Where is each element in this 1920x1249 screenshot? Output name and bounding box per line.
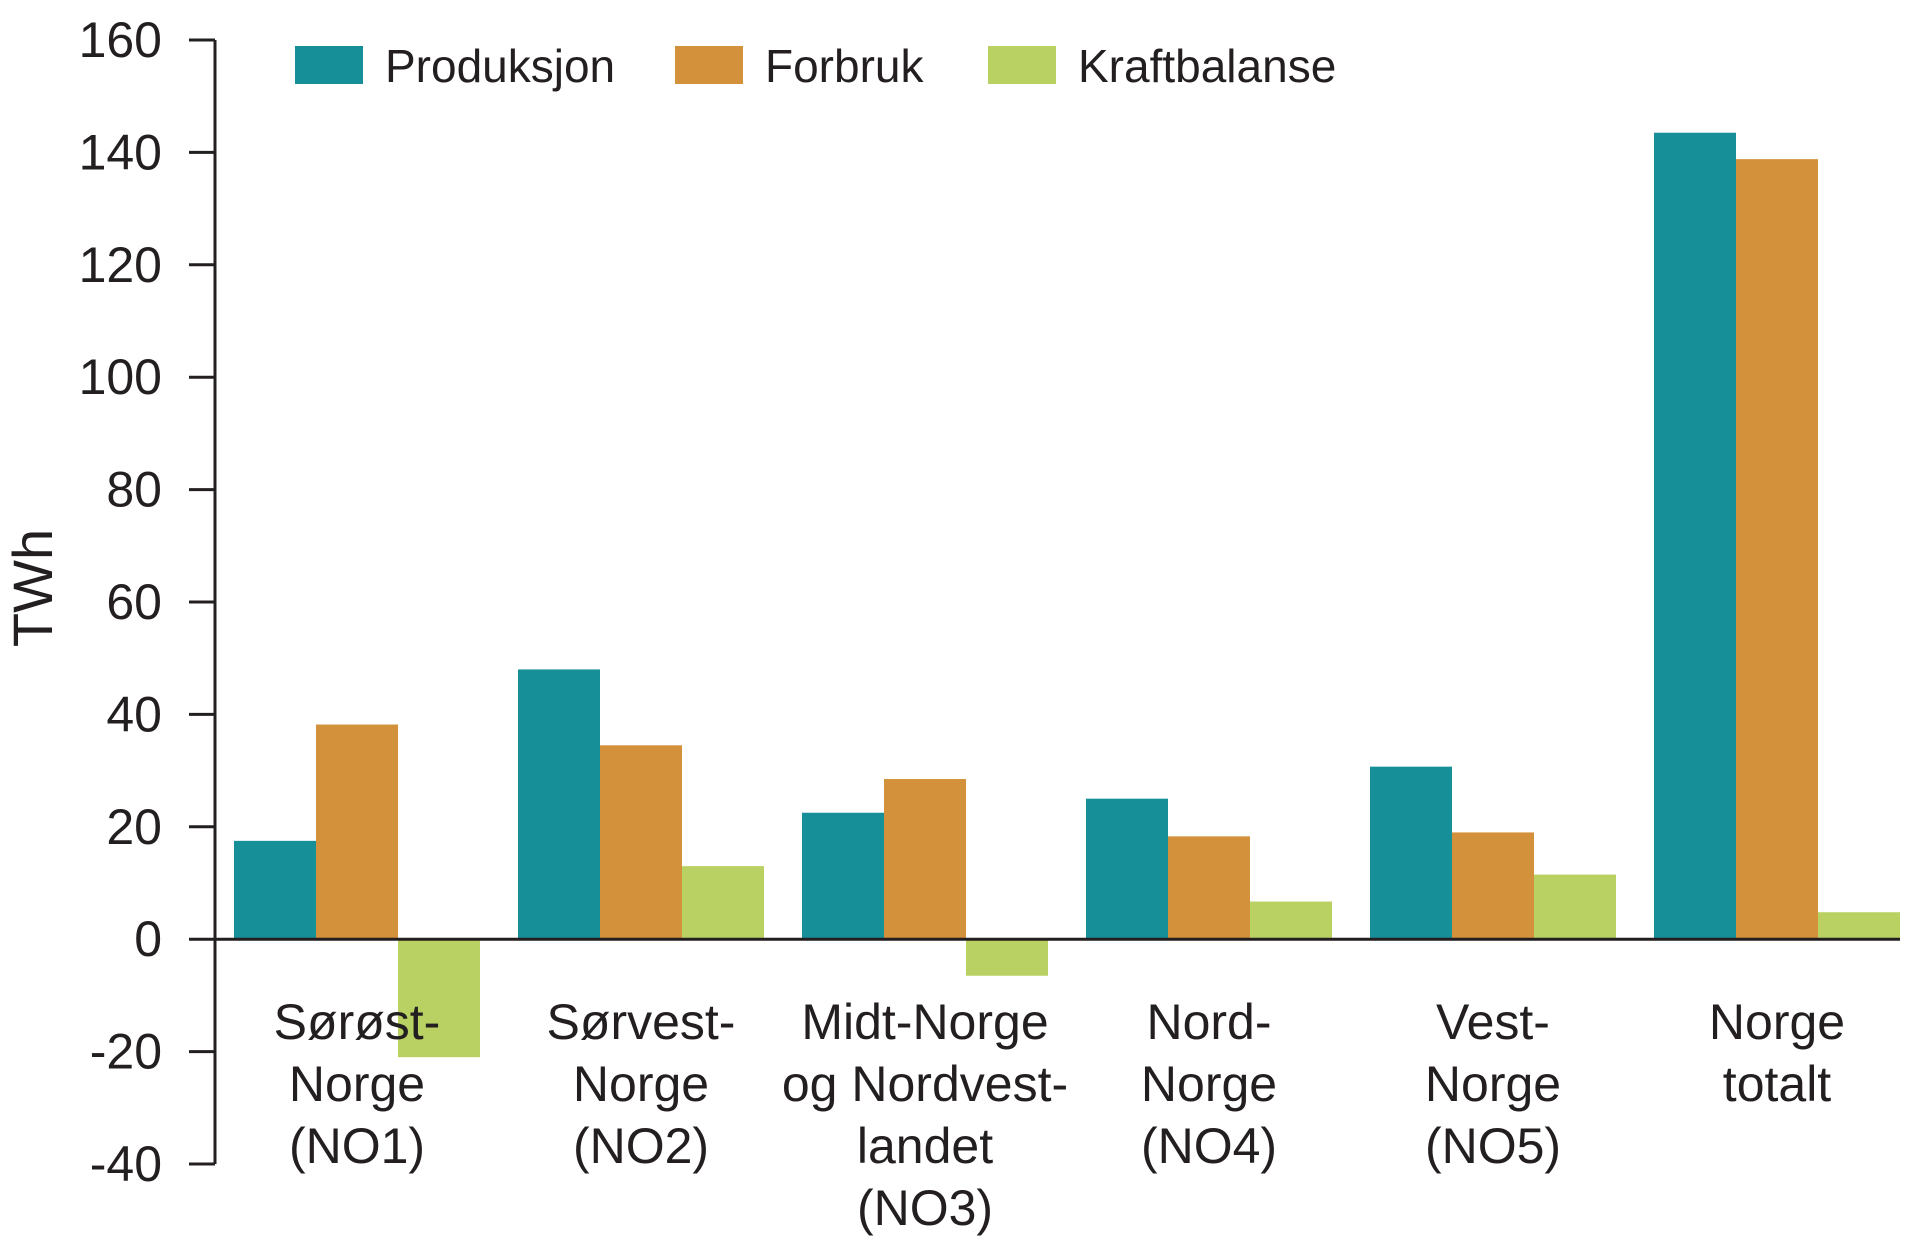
- bar-kraftbalanse-4: [1534, 874, 1616, 940]
- bar-produksjon-2: [802, 812, 884, 940]
- bar-kraftbalanse-0: [398, 939, 480, 1058]
- bar-kraftbalanse-2: [966, 939, 1048, 976]
- legend-label-forbruk: Forbruk: [765, 40, 924, 92]
- category-labels: Sørøst- Norge (NO1) Sørvest- Norge (NO2) Midt-…: [274, 994, 1845, 1236]
- category-label-line: Sørøst-: [274, 994, 441, 1050]
- bars-group: [234, 132, 1900, 1058]
- y-tick-label: 20: [106, 799, 162, 855]
- category-label-line: (NO2): [573, 1118, 709, 1174]
- bar-forbruk-2: [884, 779, 966, 940]
- category-label-line: Norge: [1141, 1056, 1277, 1112]
- category-label-3: Nord- Norge (NO4): [1141, 994, 1277, 1174]
- category-label-line: (NO5): [1425, 1118, 1561, 1174]
- bar-forbruk-4: [1452, 832, 1534, 940]
- bar-produksjon-4: [1370, 766, 1452, 940]
- category-label-line: totalt: [1723, 1056, 1832, 1112]
- category-label-line: Midt-Norge: [801, 994, 1048, 1050]
- bar-forbruk-0: [316, 724, 398, 940]
- category-label-line: (NO1): [289, 1118, 425, 1174]
- y-tick-label: 160: [79, 12, 162, 68]
- bar-produksjon-3: [1086, 798, 1168, 940]
- category-label-line: landet: [857, 1118, 993, 1174]
- bar-produksjon-1: [518, 669, 600, 940]
- legend-swatch-forbruk: [675, 46, 743, 84]
- category-label-5: Norge totalt: [1709, 994, 1845, 1112]
- y-tick-label: 120: [79, 237, 162, 293]
- legend-label-produksjon: Produksjon: [385, 40, 615, 92]
- y-tick-label: -40: [90, 1136, 162, 1192]
- category-label-line: Norge: [573, 1056, 709, 1112]
- bar-kraftbalanse-1: [682, 866, 764, 940]
- category-label-1: Sørvest- Norge (NO2): [547, 994, 736, 1174]
- legend-label-kraftbalanse: Kraftbalanse: [1078, 40, 1336, 92]
- category-label-line: og Nordvest-: [782, 1056, 1068, 1112]
- y-tick-label: 100: [79, 349, 162, 405]
- bar-kraftbalanse-5: [1818, 912, 1900, 940]
- bar-kraftbalanse-3: [1250, 901, 1332, 940]
- category-label-line: Nord-: [1146, 994, 1271, 1050]
- bar-forbruk-5: [1736, 159, 1818, 940]
- category-label-0: Sørøst- Norge (NO1): [274, 994, 441, 1174]
- category-label-line: Norge: [1425, 1056, 1561, 1112]
- category-label-line: Sørvest-: [547, 994, 736, 1050]
- bar-forbruk-1: [600, 745, 682, 940]
- category-label-line: (NO3): [857, 1180, 993, 1236]
- legend-swatch-produksjon: [295, 46, 363, 84]
- y-tick-label: 140: [79, 124, 162, 180]
- category-label-line: Norge: [1709, 994, 1845, 1050]
- bar-produksjon-5: [1654, 132, 1736, 940]
- y-tick-label: 80: [106, 462, 162, 518]
- y-tick-label: 60: [106, 574, 162, 630]
- y-axis: -40 -20 0 20 40 60 80 100 120 140 160: [79, 12, 1900, 1192]
- category-label-line: Vest-: [1436, 994, 1550, 1050]
- category-label-2: Midt-Norge og Nordvest-landet (NO3): [782, 994, 1068, 1236]
- category-label-line: Norge: [289, 1056, 425, 1112]
- legend-swatch-kraftbalanse: [988, 46, 1056, 84]
- y-tick-label: -20: [90, 1024, 162, 1080]
- legend: Produksjon Forbruk Kraftbalanse: [295, 40, 1336, 92]
- y-tick-label: 40: [106, 686, 162, 742]
- y-axis-label: TWh: [1, 529, 64, 647]
- bar-produksjon-0: [234, 840, 316, 940]
- category-label-line: (NO4): [1141, 1118, 1277, 1174]
- bar-forbruk-3: [1168, 836, 1250, 940]
- category-label-4: Vest- Norge (NO5): [1425, 994, 1561, 1174]
- y-tick-label: 0: [134, 911, 162, 967]
